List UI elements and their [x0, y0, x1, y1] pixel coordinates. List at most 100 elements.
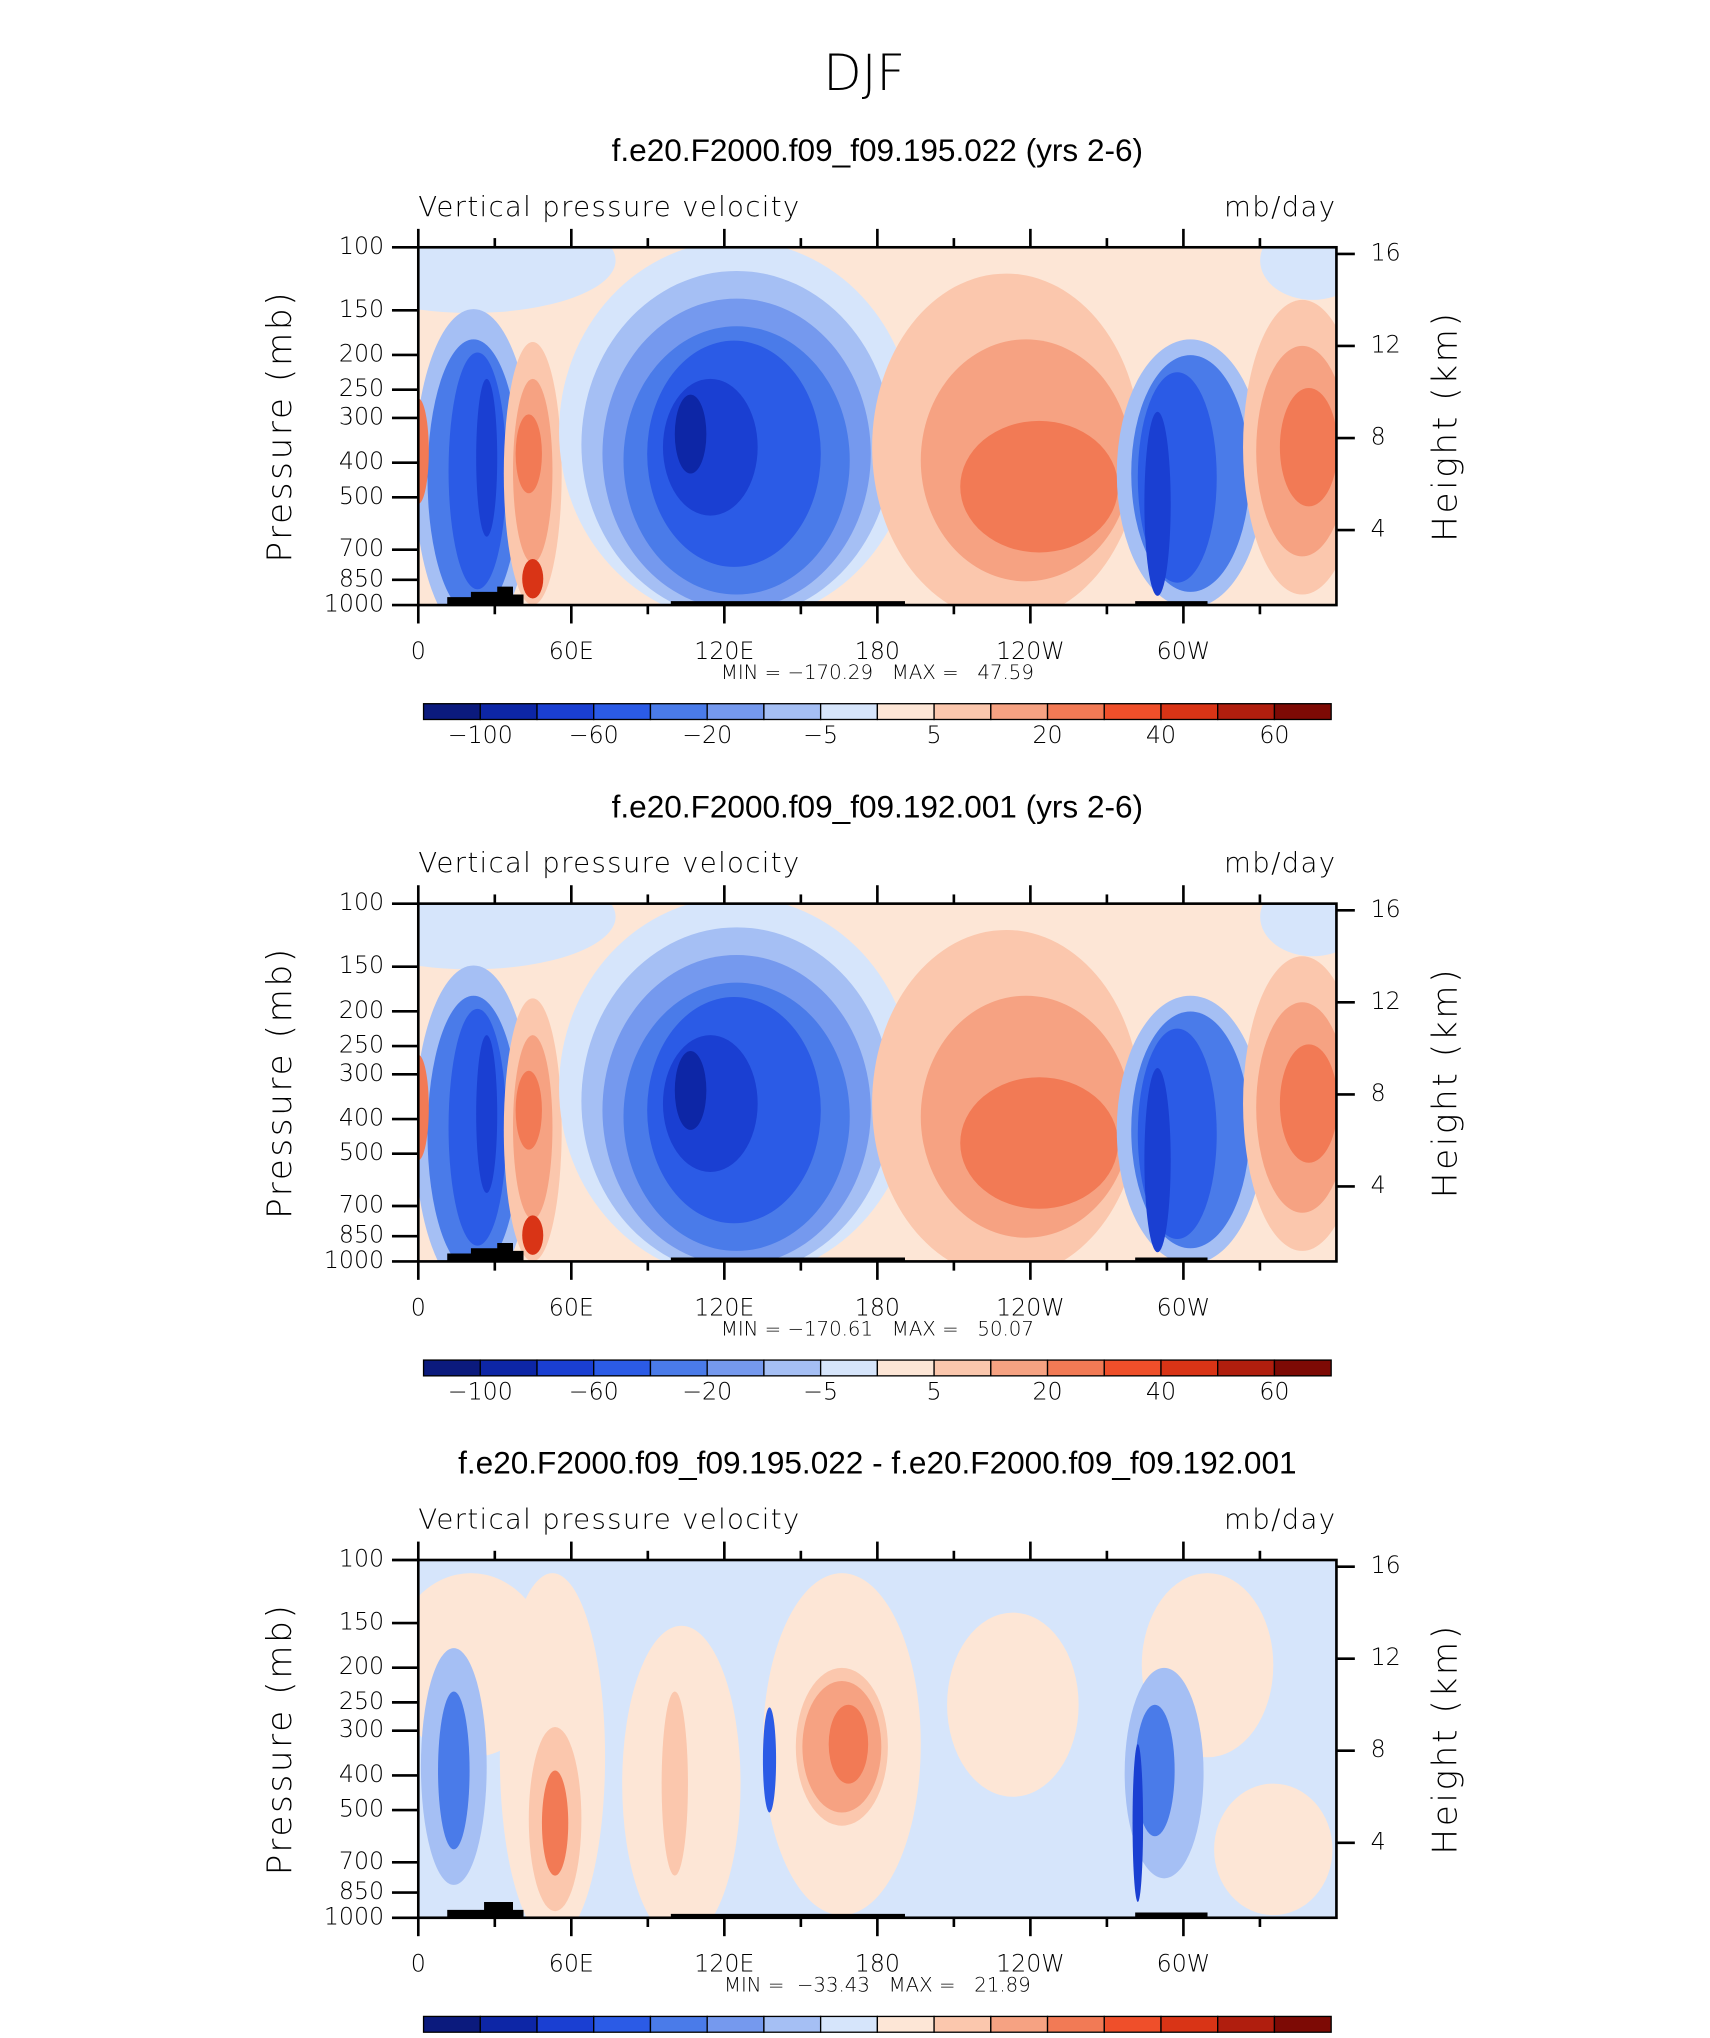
colorbar-label: −15 — [682, 2034, 732, 2038]
min-max-stats: MIN = −170.61 MAX = 50.07 — [721, 1317, 1034, 1340]
colorbar-box — [819, 2015, 879, 2033]
colorbar-box — [422, 2015, 481, 2033]
y-tick-label: 300 — [339, 1059, 384, 1087]
colorbar-box — [1046, 2015, 1105, 2033]
colorbar-label: −5 — [803, 1377, 838, 1405]
colorbar-box — [1217, 703, 1276, 721]
colorbar-box — [990, 2015, 1049, 2033]
colorbar-label: −100 — [448, 1377, 513, 1405]
colorbar-label: 10 — [976, 2034, 1006, 2038]
colorbar-box — [422, 1359, 481, 1377]
subtitle-right: mb/day — [1224, 190, 1336, 223]
colorbar-box — [422, 703, 481, 721]
colorbar-box — [1103, 703, 1162, 721]
x-tick-label: 180 — [855, 637, 900, 665]
colorbar-label: −20 — [682, 1377, 732, 1405]
subtitle-left: Vertical pressure velocity — [418, 190, 800, 223]
colorbar-box — [763, 703, 822, 721]
y-tick-label: 700 — [339, 534, 384, 562]
colorbar-label: 20 — [1032, 721, 1062, 749]
y2-tick-label: 8 — [1371, 1735, 1386, 1763]
panel: f.e20.F2000.f09_f09.195.022 - f.e20.F200… — [260, 1445, 1465, 2038]
colorbar-label: −40 — [512, 2034, 562, 2038]
y2-tick-label: 8 — [1371, 423, 1386, 451]
colorbar-box — [706, 703, 765, 721]
y-tick-label: 300 — [339, 1715, 384, 1743]
colorbar-box — [990, 1359, 1049, 1377]
colorbar-label: 5 — [927, 721, 942, 749]
x-tick-label: 60E — [549, 637, 594, 665]
y-tick-label: 150 — [339, 1608, 384, 1636]
colorbar-box — [1103, 2015, 1162, 2033]
colorbar-label: −100 — [448, 721, 513, 749]
subtitle-right: mb/day — [1224, 846, 1336, 879]
y-axis-label: Pressure (mb) — [260, 946, 300, 1219]
colorbar-box — [1217, 1359, 1276, 1377]
panel-title: f.e20.F2000.f09_f09.195.022 - f.e20.F200… — [458, 1445, 1296, 1481]
y2-tick-label: 12 — [1371, 330, 1401, 358]
colorbar-label: −5 — [803, 2034, 838, 2038]
y-tick-label: 1000 — [324, 1902, 384, 1930]
y-tick-label: 200 — [339, 1652, 384, 1680]
colorbar-box — [1160, 1359, 1219, 1377]
colorbar-label: 20 — [1032, 1377, 1062, 1405]
y-tick-label: 250 — [339, 374, 384, 402]
y2-tick-label: 4 — [1371, 1827, 1386, 1855]
x-tick-label: 120W — [996, 637, 1065, 665]
colorbar-box — [1160, 2015, 1219, 2033]
x-tick-label: 120E — [694, 1293, 754, 1321]
y2-axis-label: Height (km) — [1425, 967, 1465, 1198]
x-tick-label: 60W — [1157, 1950, 1211, 1978]
colorbar-box — [990, 703, 1049, 721]
y-tick-label: 500 — [339, 482, 384, 510]
y-tick-label: 1000 — [324, 590, 384, 618]
y-tick-label: 500 — [339, 1795, 384, 1823]
colorbar-box — [933, 2015, 992, 2033]
colorbar-box — [1217, 2015, 1276, 2033]
y-tick-label: 700 — [339, 1847, 384, 1875]
min-max-stats: MIN = −33.43 MAX = 21.89 — [724, 1974, 1031, 1997]
colorbar-label: 40 — [1203, 2034, 1233, 2038]
colorbar-label: 60 — [1259, 1377, 1289, 1405]
y-tick-label: 700 — [339, 1190, 384, 1218]
colorbar-label: 30 — [1146, 2034, 1176, 2038]
y2-tick-label: 12 — [1371, 987, 1401, 1015]
x-tick-label: 120W — [996, 1950, 1065, 1978]
x-tick-label: 120W — [996, 1293, 1065, 1321]
colorbar-label: −10 — [739, 2034, 789, 2038]
y-tick-label: 200 — [339, 339, 384, 367]
colorbar-box — [933, 703, 992, 721]
min-max-stats: MIN = −170.29 MAX = 47.59 — [721, 661, 1034, 684]
y-tick-label: 850 — [339, 1221, 384, 1249]
colorbar-box — [933, 1359, 992, 1377]
y-axis-label: Pressure (mb) — [260, 290, 300, 563]
y-tick-label: 100 — [339, 888, 384, 916]
colorbar-label: −20 — [682, 721, 732, 749]
y-tick-label: 1000 — [324, 1246, 384, 1274]
x-tick-label: 0 — [411, 637, 426, 665]
colorbar-box — [1046, 1359, 1105, 1377]
y-tick-label: 500 — [339, 1138, 384, 1166]
panel: f.e20.F2000.f09_f09.192.001 (yrs 2-6) Ver… — [260, 788, 1465, 1405]
colorbar-label: 20 — [1089, 2034, 1119, 2038]
y2-tick-label: 16 — [1371, 895, 1401, 923]
colorbar-label: −50 — [455, 2034, 505, 2038]
colorbar-box — [763, 2015, 822, 2033]
panel-title: f.e20.F2000.f09_f09.195.022 (yrs 2-6) — [612, 132, 1143, 168]
colorbar-box — [1273, 2015, 1332, 2033]
y-tick-label: 150 — [339, 295, 384, 323]
colorbar-box — [876, 2015, 935, 2033]
y-tick-label: 100 — [339, 1545, 384, 1573]
colorbar-box — [1273, 1359, 1332, 1377]
colorbar-box — [1273, 703, 1332, 721]
colorbar-box — [536, 1359, 595, 1377]
panel-title: f.e20.F2000.f09_f09.192.001 (yrs 2-6) — [612, 788, 1143, 824]
x-tick-label: 60W — [1157, 1293, 1211, 1321]
colorbar-box — [1160, 703, 1219, 721]
x-tick-label: 120E — [694, 1950, 754, 1978]
subtitle-left: Vertical pressure velocity — [418, 846, 800, 879]
y-tick-label: 400 — [339, 447, 384, 475]
colorbar-label: −30 — [569, 2034, 619, 2038]
colorbar-box — [706, 1359, 765, 1377]
